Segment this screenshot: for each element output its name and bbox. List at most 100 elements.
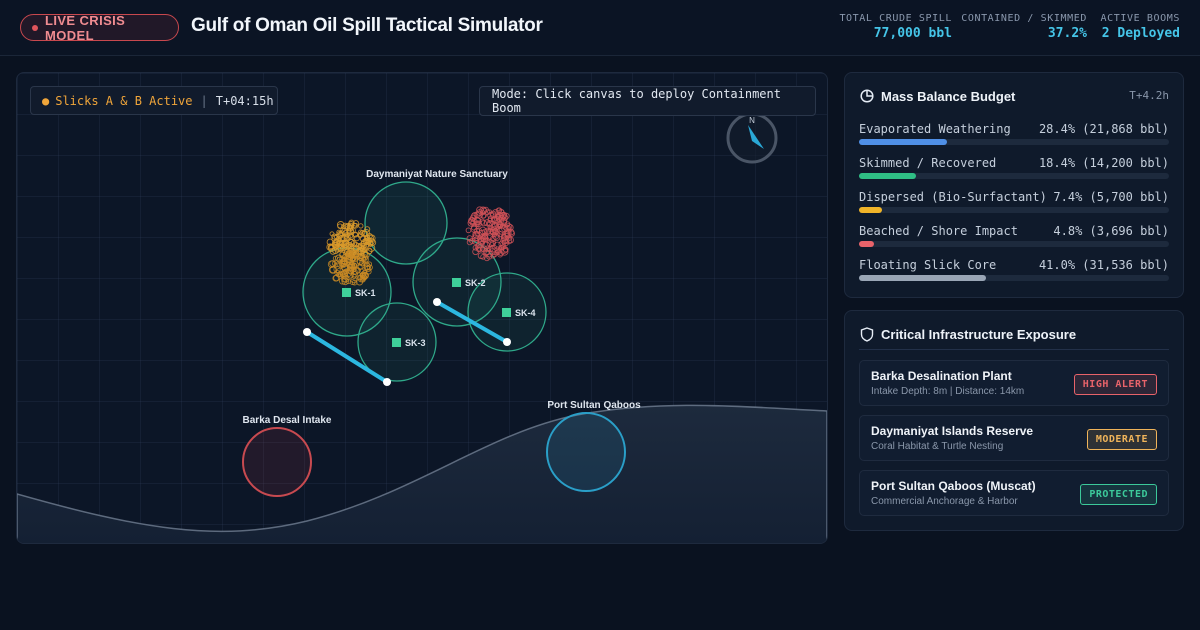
oil-particle bbox=[339, 256, 346, 263]
stat-label: CONTAINED / SKIMMED bbox=[961, 13, 1087, 24]
oil-particle bbox=[495, 214, 501, 220]
oil-particle bbox=[333, 265, 341, 274]
oil-particle bbox=[483, 249, 490, 256]
oil-particle bbox=[361, 257, 367, 263]
skimmer-marker bbox=[392, 338, 401, 347]
boom-anchor bbox=[303, 328, 311, 336]
oil-particle bbox=[336, 232, 344, 240]
oil-particle bbox=[487, 225, 493, 231]
oil-particle bbox=[347, 263, 355, 271]
skimmer-label: SK-4 bbox=[515, 308, 536, 318]
infrastructure-panel: Critical Infrastructure Exposure Barka D… bbox=[844, 310, 1184, 531]
oil-particle bbox=[357, 246, 364, 253]
oil-particle bbox=[351, 270, 358, 278]
oil-particle bbox=[486, 239, 495, 247]
oil-particle bbox=[487, 211, 495, 219]
infrastructure-name: Barka Desalination Plant bbox=[871, 369, 1012, 383]
simulation-canvas[interactable]: SK-1 SK-2 SK-3 SK-4 Daymaniyat Nature Sa… bbox=[16, 72, 828, 544]
infrastructure-item[interactable]: Daymaniyat Islands Reserve Coral Habitat … bbox=[859, 415, 1169, 461]
oil-particle bbox=[496, 221, 504, 228]
budget-label: Evaporated Weathering bbox=[859, 122, 1011, 136]
oil-particle bbox=[479, 233, 486, 240]
live-label: LIVE CRISIS MODEL bbox=[44, 12, 126, 43]
mass-balance-panel: Mass Balance Budget T+4.2h Evaporated We… bbox=[844, 72, 1184, 298]
oil-particle bbox=[328, 265, 337, 274]
oil-particle bbox=[342, 222, 348, 228]
budget-label: Beached / Shore Impact bbox=[859, 224, 1018, 238]
budget-progress-fill bbox=[859, 241, 874, 247]
mode-indicator[interactable]: Mode: Click canvas to deploy Containment… bbox=[479, 86, 816, 116]
oil-particle bbox=[333, 262, 339, 268]
oil-slick-b bbox=[465, 206, 515, 262]
oil-particle bbox=[487, 227, 493, 233]
infrastructure-title: Critical Infrastructure Exposure bbox=[881, 327, 1077, 342]
compass-icon: N bbox=[726, 112, 778, 164]
oil-particle bbox=[341, 272, 349, 280]
oil-particle bbox=[503, 224, 510, 231]
oil-particle bbox=[357, 264, 363, 271]
divider bbox=[859, 349, 1169, 350]
budget-progress-track bbox=[859, 275, 1169, 281]
oil-particle bbox=[360, 255, 369, 264]
stat-total-spill: TOTAL CRUDE SPILL 77,000 bbl bbox=[839, 13, 952, 41]
budget-progress-track bbox=[859, 139, 1169, 145]
oil-particle bbox=[480, 254, 486, 260]
stat-label: TOTAL CRUDE SPILL bbox=[839, 13, 952, 24]
oil-particle bbox=[470, 225, 478, 233]
budget-label: Dispersed (Bio-Surfactant) bbox=[859, 190, 1047, 204]
infrastructure-detail: Coral Habitat & Turtle Nesting bbox=[871, 441, 1004, 452]
oil-particle bbox=[494, 246, 501, 253]
oil-slick-a bbox=[326, 219, 377, 286]
budget-progress-fill bbox=[859, 173, 917, 179]
budget-progress-track bbox=[859, 207, 1169, 213]
oil-particle bbox=[336, 229, 342, 235]
slick-status-label: Slicks A & B Active bbox=[55, 93, 193, 108]
exposure-status-badge: HIGH ALERT bbox=[1073, 374, 1157, 395]
budget-row: Skimmed / Recovered 18.4% (14,200 bbl) bbox=[859, 156, 1169, 179]
oil-particle bbox=[366, 248, 373, 255]
infrastructure-item[interactable]: Barka Desalination Plant Intake Depth: 8m… bbox=[859, 360, 1169, 406]
oil-particle bbox=[340, 227, 346, 233]
skimmer-label: SK-2 bbox=[465, 278, 486, 288]
skimmer-marker bbox=[502, 308, 511, 317]
skimmer-marker bbox=[452, 278, 461, 287]
oil-particle bbox=[362, 271, 369, 279]
budget-row: Floating Slick Core 41.0% (31,536 bbl) bbox=[859, 258, 1169, 281]
divider: | bbox=[200, 93, 208, 108]
elapsed-time: T+04:15h bbox=[215, 93, 274, 108]
oil-particle bbox=[343, 250, 349, 256]
exposure-status-badge: MODERATE bbox=[1086, 429, 1157, 450]
infrastructure-detail: Commercial Anchorage & Harbor bbox=[871, 496, 1018, 507]
oil-particle bbox=[346, 228, 352, 234]
oil-particle bbox=[347, 238, 355, 246]
oil-particle bbox=[348, 262, 356, 269]
budget-label: Skimmed / Recovered bbox=[859, 156, 997, 170]
oil-particle bbox=[366, 261, 373, 267]
desal-label: Barka Desal Intake bbox=[243, 415, 332, 426]
port-zone bbox=[546, 412, 626, 492]
oil-particle bbox=[358, 242, 365, 249]
infrastructure-item[interactable]: Port Sultan Qaboos (Muscat) Commercial An… bbox=[859, 470, 1169, 516]
infrastructure-name: Port Sultan Qaboos (Muscat) bbox=[871, 479, 1036, 493]
oil-particle bbox=[369, 239, 377, 246]
containment-boom bbox=[435, 300, 509, 344]
oil-particle bbox=[480, 207, 488, 215]
oil-particle bbox=[341, 276, 348, 283]
budget-value: 4.8% (3,696 bbl) bbox=[1053, 224, 1169, 238]
budget-value: 41.0% (31,536 bbl) bbox=[1038, 258, 1169, 272]
page-title: Gulf of Oman Oil Spill Tactical Simulato… bbox=[191, 15, 543, 36]
oil-particle bbox=[361, 246, 368, 253]
oil-particle bbox=[364, 226, 371, 233]
oil-particle bbox=[490, 253, 496, 259]
oil-particle bbox=[336, 267, 344, 276]
oil-particle bbox=[327, 260, 336, 268]
oil-particle bbox=[487, 215, 496, 223]
containment-boom bbox=[305, 330, 389, 384]
oil-particle bbox=[351, 250, 360, 259]
svg-text:N: N bbox=[749, 116, 755, 125]
live-status-badge: LIVE CRISIS MODEL bbox=[20, 12, 179, 43]
map-svg: SK-1 SK-2 SK-3 SK-4 Daymaniyat Nature Sa… bbox=[17, 112, 827, 543]
slick-status-chip: ● Slicks A & B Active | T+04:15h bbox=[30, 86, 278, 115]
stat-label: ACTIVE BOOMS bbox=[1100, 13, 1180, 24]
oil-particle bbox=[506, 224, 514, 231]
